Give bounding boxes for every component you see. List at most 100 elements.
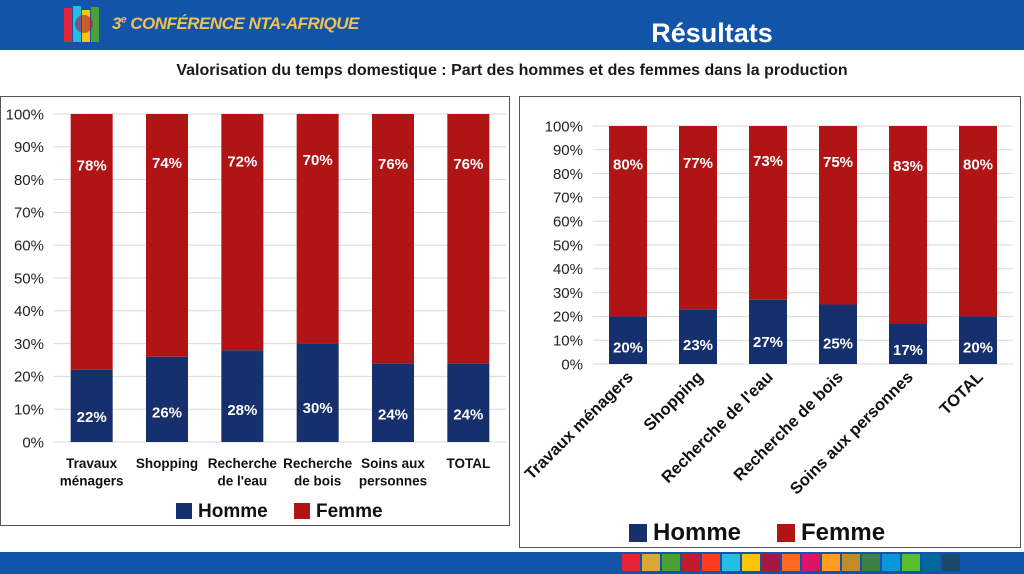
x-category-label: Travaux bbox=[66, 456, 118, 471]
y-tick-label: 70% bbox=[553, 190, 583, 207]
bar-segment-homme bbox=[146, 356, 188, 442]
chart-right: 0%10%20%30%40%50%60%70%80%90%100%20%80%T… bbox=[519, 96, 1021, 548]
x-category-label: personnes bbox=[359, 474, 427, 489]
y-tick-label: 40% bbox=[14, 303, 44, 320]
data-label: 78% bbox=[77, 157, 107, 174]
data-label: 25% bbox=[823, 335, 853, 352]
sdg-color-square bbox=[682, 554, 700, 571]
sdg-color-square bbox=[722, 554, 740, 571]
sdg-color-square bbox=[702, 554, 720, 571]
bar-segment-homme bbox=[959, 316, 997, 364]
sdg-color-square bbox=[642, 554, 660, 571]
y-tick-label: 100% bbox=[545, 118, 583, 135]
data-label: 76% bbox=[378, 156, 408, 173]
data-label: 23% bbox=[683, 337, 713, 354]
bar-segment-homme bbox=[609, 316, 647, 364]
conference-logo-text: 3e CONFÉRENCE NTA-AFRIQUE bbox=[112, 14, 359, 33]
data-label: 30% bbox=[303, 400, 333, 417]
y-tick-label: 20% bbox=[553, 309, 583, 326]
bar-segment-homme bbox=[70, 369, 113, 442]
data-label: 80% bbox=[613, 156, 643, 173]
y-tick-label: 60% bbox=[14, 237, 44, 254]
chart-left: 0% 10% 20% 30% 40% 50% 60% 70% 80% 90% 100% 22% 78% T… bbox=[0, 96, 510, 526]
sdg-color-square bbox=[622, 554, 640, 571]
sdg-color-square bbox=[662, 554, 680, 571]
y-tick-label: 80% bbox=[14, 172, 44, 189]
data-label: 22% bbox=[77, 409, 107, 426]
bar-segment-femme bbox=[749, 126, 787, 300]
x-category-label: TOTAL bbox=[446, 456, 490, 471]
y-tick-label: 10% bbox=[553, 332, 583, 349]
legend-label: Homme bbox=[198, 501, 268, 522]
data-label: 24% bbox=[378, 407, 408, 424]
bar-segment-homme bbox=[372, 363, 414, 442]
bar-segment-homme bbox=[889, 323, 927, 364]
y-tick-label: 10% bbox=[14, 401, 44, 418]
y-tick-label: 90% bbox=[553, 142, 583, 159]
bar-segment-femme bbox=[221, 114, 264, 351]
y-tick-label: 30% bbox=[553, 285, 583, 302]
y-tick-label: 20% bbox=[14, 369, 44, 386]
data-label: 28% bbox=[227, 402, 257, 419]
y-tick-label: 90% bbox=[14, 139, 44, 156]
x-category-label: Recherche bbox=[283, 456, 353, 471]
bar-segment-femme bbox=[609, 126, 647, 317]
sdg-color-square bbox=[782, 554, 800, 571]
bar-segment-femme bbox=[146, 114, 188, 357]
sdg-color-square bbox=[822, 554, 840, 571]
data-label: 73% bbox=[753, 153, 783, 170]
data-label: 74% bbox=[152, 155, 182, 172]
sdg-color-square bbox=[922, 554, 940, 571]
bar-segment-femme bbox=[372, 114, 414, 364]
bar-segment-homme bbox=[749, 299, 787, 364]
sdg-color-strip bbox=[622, 554, 960, 571]
header-bar: 3e CONFÉRENCE NTA-AFRIQUE Résultats bbox=[0, 0, 1024, 50]
x-category-label: de bois bbox=[294, 474, 341, 489]
x-category-label: Soins aux bbox=[361, 456, 425, 471]
x-category-label: Recherche bbox=[208, 456, 278, 471]
y-tick-label: 50% bbox=[14, 270, 44, 287]
data-label: 83% bbox=[893, 158, 923, 175]
y-tick-label: 100% bbox=[6, 106, 44, 123]
legend-swatch-homme bbox=[176, 503, 192, 519]
legend-label: Femme bbox=[801, 519, 885, 546]
slide-title: Résultats bbox=[651, 18, 773, 48]
sdg-color-square bbox=[942, 554, 960, 571]
y-tick-label: 0% bbox=[22, 434, 44, 451]
legend-swatch-homme bbox=[629, 524, 647, 542]
bar-segment-homme bbox=[221, 350, 264, 442]
data-label: 24% bbox=[453, 407, 483, 424]
chart-subtitle: Valorisation du temps domestique : Part … bbox=[176, 62, 848, 79]
data-label: 72% bbox=[227, 153, 257, 170]
data-label: 70% bbox=[303, 152, 333, 169]
bar-segment-homme bbox=[679, 309, 717, 364]
bar-segment-femme bbox=[819, 126, 857, 305]
conference-logo-icon bbox=[64, 6, 99, 42]
legend-label: Femme bbox=[316, 501, 383, 522]
data-label: 17% bbox=[893, 342, 923, 359]
sdg-color-square bbox=[842, 554, 860, 571]
y-tick-label: 30% bbox=[14, 336, 44, 353]
legend-swatch-femme bbox=[294, 503, 310, 519]
bar-segment-homme bbox=[296, 343, 339, 442]
y-tick-label: 0% bbox=[561, 356, 583, 373]
bar-segment-femme bbox=[296, 114, 339, 344]
sdg-color-square bbox=[902, 554, 920, 571]
legend-swatch-femme bbox=[777, 524, 795, 542]
bar-segment-femme bbox=[679, 126, 717, 310]
data-label: 77% bbox=[683, 155, 713, 172]
x-category-label: ménagers bbox=[60, 474, 124, 489]
bar-segment-femme bbox=[889, 126, 927, 324]
data-label: 27% bbox=[753, 334, 783, 351]
bar-segment-homme bbox=[819, 304, 857, 364]
y-tick-label: 40% bbox=[553, 261, 583, 278]
sdg-color-square bbox=[862, 554, 880, 571]
data-label: 20% bbox=[963, 340, 993, 357]
sdg-color-square bbox=[882, 554, 900, 571]
legend-label: Homme bbox=[653, 519, 741, 546]
sdg-color-square bbox=[762, 554, 780, 571]
data-label: 75% bbox=[823, 154, 853, 171]
y-tick-label: 80% bbox=[553, 166, 583, 183]
y-tick-label: 70% bbox=[14, 205, 44, 222]
bar-segment-femme bbox=[70, 114, 113, 370]
